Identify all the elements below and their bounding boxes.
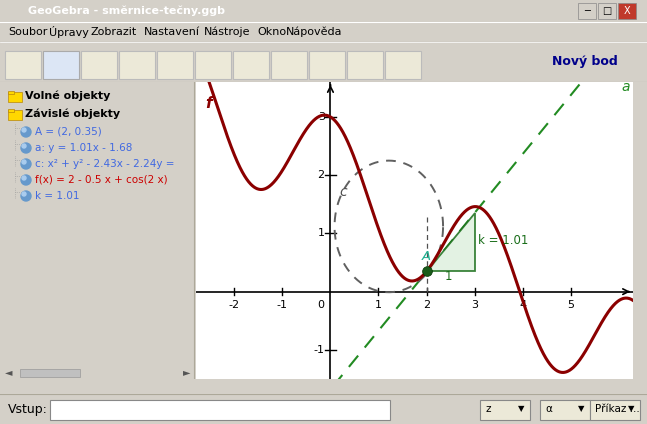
Circle shape [22, 128, 26, 132]
Text: a: a [621, 80, 630, 94]
Circle shape [21, 191, 31, 201]
FancyBboxPatch shape [309, 51, 345, 79]
Text: ▼: ▼ [628, 404, 635, 413]
FancyBboxPatch shape [347, 51, 383, 79]
FancyBboxPatch shape [271, 51, 307, 79]
Text: ─: ─ [584, 6, 590, 16]
Text: k = 1.01: k = 1.01 [478, 234, 529, 246]
Text: z: z [485, 404, 490, 414]
FancyBboxPatch shape [119, 51, 155, 79]
Bar [8, 110, 22, 120]
Text: 0: 0 [318, 300, 325, 310]
Text: 1: 1 [375, 300, 382, 310]
Text: Soubor: Soubor [8, 27, 47, 37]
FancyBboxPatch shape [43, 51, 79, 79]
Text: 2: 2 [318, 170, 325, 180]
Text: Závislé objekty: Závislé objekty [25, 109, 120, 119]
FancyBboxPatch shape [157, 51, 193, 79]
Circle shape [22, 176, 26, 180]
Text: Volné objekty: Volné objekty [25, 91, 111, 101]
Text: ▼: ▼ [578, 404, 584, 413]
Text: GeoGebra - směrnice-tečny.ggb: GeoGebra - směrnice-tečny.ggb [28, 6, 225, 16]
Text: 4: 4 [519, 300, 526, 310]
Text: ►: ► [183, 367, 190, 377]
FancyBboxPatch shape [480, 400, 530, 420]
FancyBboxPatch shape [540, 400, 590, 420]
Text: Nápověda: Nápověda [286, 27, 343, 37]
Text: Nastavení: Nastavení [144, 27, 200, 37]
Circle shape [21, 159, 31, 169]
Text: f(x) = 2 - 0.5 x + cos(2 x): f(x) = 2 - 0.5 x + cos(2 x) [35, 175, 168, 185]
FancyBboxPatch shape [195, 51, 231, 79]
Text: ◄: ◄ [5, 367, 12, 377]
Text: α: α [545, 404, 552, 414]
Text: c: x² + y² - 2.43x - 2.24y =: c: x² + y² - 2.43x - 2.24y = [35, 159, 175, 169]
Bar [578, 3, 596, 19]
Circle shape [21, 175, 31, 185]
Text: Příkaz ...: Příkaz ... [595, 404, 640, 414]
Circle shape [22, 144, 26, 148]
Text: Vstup:: Vstup: [8, 402, 48, 416]
Bar [8, 109, 14, 112]
Text: Zobrazit: Zobrazit [91, 27, 137, 37]
Circle shape [21, 143, 31, 153]
Text: 1: 1 [444, 270, 452, 283]
FancyBboxPatch shape [20, 369, 80, 377]
Text: f: f [206, 96, 212, 111]
Bar [598, 3, 616, 19]
FancyBboxPatch shape [233, 51, 269, 79]
Text: k = 1.01: k = 1.01 [35, 191, 80, 201]
Text: 2: 2 [423, 300, 430, 310]
Text: □: □ [602, 6, 611, 16]
Text: 5: 5 [567, 300, 574, 310]
FancyBboxPatch shape [590, 400, 640, 420]
Bar [8, 92, 22, 102]
Text: A: A [422, 250, 431, 263]
Text: 1: 1 [318, 229, 325, 238]
Text: Okno: Okno [258, 27, 287, 37]
Bar [0, 365, 194, 379]
Text: Nástroje: Nástroje [204, 27, 250, 37]
Text: 3: 3 [318, 112, 325, 122]
Polygon shape [426, 213, 474, 271]
Text: -2: -2 [229, 300, 240, 310]
FancyBboxPatch shape [385, 51, 421, 79]
Text: 3: 3 [471, 300, 478, 310]
Text: X: X [624, 6, 630, 16]
Text: -1: -1 [277, 300, 288, 310]
Text: Úpravy: Úpravy [49, 26, 89, 38]
Text: a: y = 1.01x - 1.68: a: y = 1.01x - 1.68 [35, 143, 133, 153]
Circle shape [22, 160, 26, 164]
Text: ▼: ▼ [518, 404, 525, 413]
FancyBboxPatch shape [5, 51, 41, 79]
Circle shape [22, 192, 26, 196]
Bar [618, 3, 636, 19]
FancyBboxPatch shape [50, 400, 390, 420]
Circle shape [21, 127, 31, 137]
Bar [8, 91, 14, 94]
Text: -1: -1 [314, 345, 325, 355]
Text: A = (2, 0.35): A = (2, 0.35) [35, 127, 102, 137]
FancyBboxPatch shape [81, 51, 117, 79]
Text: c: c [339, 184, 347, 198]
Text: Nový bod: Nový bod [552, 56, 618, 69]
